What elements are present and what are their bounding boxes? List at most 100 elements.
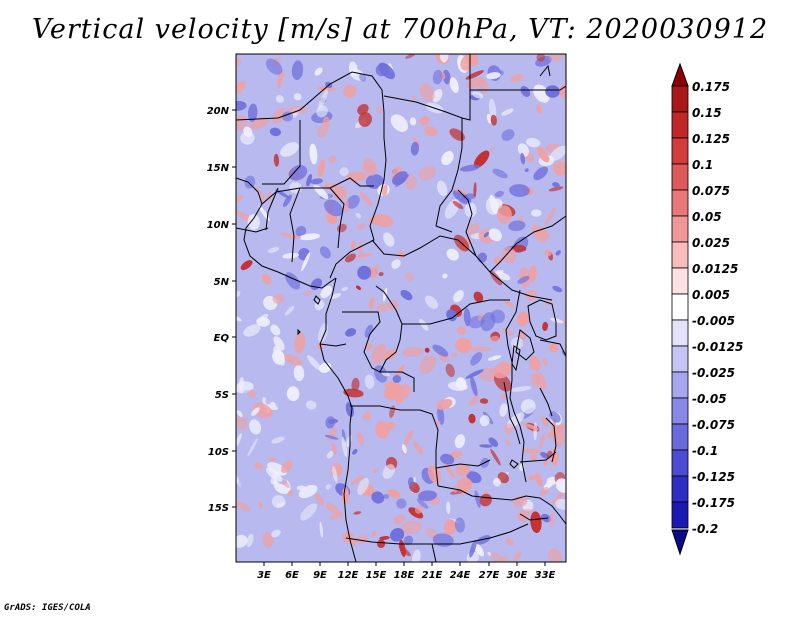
field-patch — [375, 421, 390, 439]
field-patch — [460, 164, 480, 172]
field-patch — [466, 223, 480, 236]
field-patch — [545, 85, 560, 98]
field-patch — [374, 365, 388, 383]
lat-label-15s: 15S — [208, 503, 229, 514]
field-patch — [275, 398, 282, 409]
field-patch — [520, 152, 526, 165]
field-patch — [419, 318, 429, 331]
field-patch — [453, 188, 470, 196]
field-patch — [343, 199, 349, 214]
field-patch — [542, 321, 549, 331]
field-patch — [382, 184, 388, 198]
field-patch — [244, 175, 256, 189]
colorbar-label: 0.15 — [692, 106, 722, 120]
field-patch — [418, 490, 437, 502]
field-patch — [355, 212, 362, 219]
field-patch — [351, 240, 356, 251]
field-patch — [542, 459, 548, 466]
field-patch — [536, 104, 542, 114]
field-patch — [345, 328, 357, 337]
field-patch — [439, 54, 449, 63]
field-patch — [254, 462, 264, 470]
colorbar-box — [671, 501, 689, 529]
field-patch — [416, 498, 429, 509]
field-patch — [376, 303, 391, 312]
colorbar-label: 0.025 — [692, 236, 730, 250]
field-patch — [505, 537, 514, 545]
field-patch — [432, 344, 449, 357]
field-patch — [457, 477, 473, 493]
field-patch — [492, 477, 502, 487]
field-patch — [446, 248, 459, 261]
field-patch — [358, 112, 372, 127]
colorbar-label: 0.0125 — [692, 262, 738, 276]
field-patch — [424, 126, 438, 137]
field-patch — [472, 91, 484, 99]
field-patch — [503, 423, 514, 435]
field-patch — [286, 386, 300, 402]
field-patch — [442, 69, 451, 85]
field-patch — [236, 100, 247, 111]
field-patch — [268, 457, 277, 462]
field-patch — [525, 289, 537, 301]
field-patch — [432, 533, 454, 547]
colorbar-box — [671, 241, 689, 269]
lon-label-21e: 21E — [422, 570, 443, 581]
field-patch — [287, 489, 295, 497]
field-patch — [509, 184, 530, 197]
field-patch — [499, 555, 510, 562]
colorbar-box — [671, 319, 689, 347]
field-patch — [280, 142, 299, 157]
field-patch — [490, 448, 501, 466]
field-patch — [454, 517, 465, 533]
field-patch — [271, 436, 285, 444]
field-patch — [277, 69, 284, 89]
field-patch — [540, 452, 550, 459]
field-patch — [533, 166, 548, 181]
field-patch — [236, 115, 248, 131]
field-patch — [517, 276, 530, 284]
field-patch — [318, 89, 328, 110]
field-patch — [282, 194, 292, 208]
colorbar-box — [671, 397, 689, 425]
field-patch — [470, 376, 478, 397]
field-patch — [479, 415, 490, 427]
field-patch — [346, 194, 360, 209]
field-patch — [391, 392, 404, 403]
colorbar-max-arrow — [671, 62, 689, 87]
field-patch — [552, 489, 566, 504]
colorbar-label: -0.075 — [692, 418, 735, 432]
field-patch — [490, 552, 503, 562]
field-patch — [319, 521, 324, 538]
field-patch — [511, 244, 527, 253]
field-patch — [489, 195, 499, 215]
field-patch — [371, 530, 377, 537]
field-patch — [319, 246, 331, 259]
field-patch — [522, 448, 541, 454]
field-patch — [510, 73, 524, 83]
field-patch — [376, 106, 383, 115]
field-patch — [387, 489, 401, 499]
lon-label-6e: 6E — [285, 570, 299, 581]
field-patch — [432, 69, 443, 85]
colorbar-label: 0.075 — [692, 184, 730, 198]
lon-label-12e: 12E — [338, 570, 359, 581]
field-patch — [236, 416, 248, 430]
colorbar-min-arrow — [671, 529, 689, 556]
field-patch — [442, 273, 448, 279]
field-patch — [402, 346, 424, 357]
field-patch — [400, 520, 423, 535]
field-patch — [265, 389, 277, 405]
field-patch — [446, 501, 451, 515]
field-patch — [549, 145, 566, 161]
field-patch — [440, 453, 455, 465]
colorbar-label: -0.025 — [692, 366, 735, 380]
lat-label-eq: EQ — [214, 333, 230, 344]
field-patch — [258, 501, 263, 509]
field-patch — [538, 432, 546, 450]
field-patch — [243, 324, 261, 337]
field-patch — [476, 535, 491, 545]
field-patch — [303, 290, 313, 296]
field-patch — [382, 287, 388, 302]
field-patch — [449, 77, 459, 93]
